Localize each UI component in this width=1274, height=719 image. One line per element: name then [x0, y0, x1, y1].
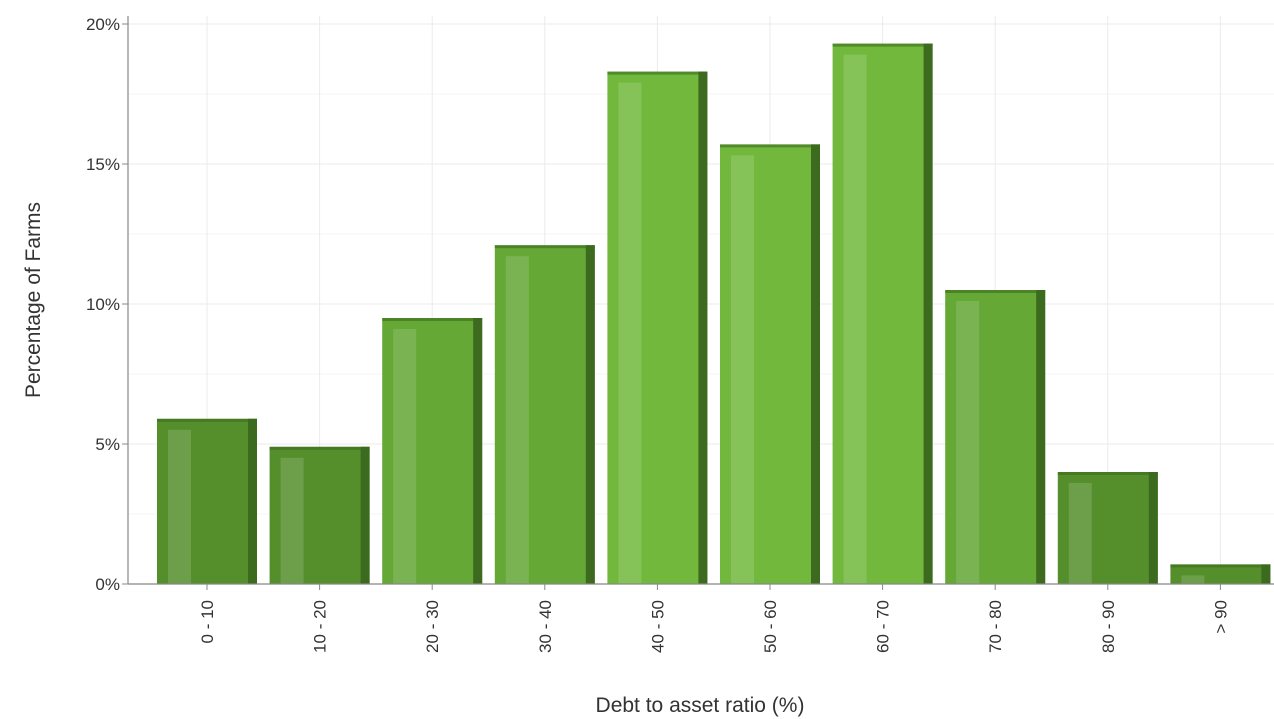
- bars: [157, 43, 1271, 585]
- y-tick-label: 15%: [86, 155, 120, 174]
- bar-highlight: [843, 54, 867, 585]
- bar-highlight: [1181, 575, 1205, 584]
- bar-body: [720, 144, 820, 584]
- x-tick-label: 50 - 60: [761, 600, 780, 653]
- bar-shadow-edge: [923, 43, 933, 585]
- x-tick-labels: 0 - 10 10 - 20 20 - 30 30 - 40 40 - 50 50 - 6…: [198, 584, 1230, 653]
- bar: [1057, 472, 1158, 584]
- x-tick-label: 20 - 30: [423, 600, 442, 653]
- bar-highlight: [731, 155, 754, 584]
- bar-body: [382, 318, 483, 584]
- bar-shadow-edge: [1148, 472, 1158, 584]
- bar-body: [1170, 564, 1271, 584]
- bar-body: [945, 290, 1046, 584]
- bar-highlight: [1068, 483, 1092, 584]
- bar-top-edge: [382, 318, 483, 321]
- bar-shadow-edge: [1036, 290, 1046, 584]
- bar-highlight: [956, 301, 980, 584]
- y-tick-label: 10%: [86, 295, 120, 314]
- axes: [127, 16, 1274, 585]
- y-tick-label: 0%: [95, 575, 120, 594]
- bar: [607, 71, 708, 585]
- bar-body: [157, 418, 257, 584]
- y-tick-labels: 0% 5% 10% 15% 20%: [86, 15, 128, 594]
- bar-shadow-edge: [360, 446, 370, 584]
- bar: [382, 318, 483, 584]
- y-tick-label: 20%: [86, 15, 120, 34]
- x-tick-label: 40 - 50: [648, 600, 667, 653]
- bar-top-edge: [269, 446, 370, 450]
- x-tick-label: 10 - 20: [311, 600, 330, 653]
- bar-highlight: [505, 256, 529, 584]
- bar-body: [494, 245, 595, 584]
- bar-body: [269, 446, 370, 584]
- bar: [157, 418, 257, 584]
- x-axis-title: Debt to asset ratio (%): [596, 694, 805, 717]
- x-tick-label: 0 - 10: [198, 600, 217, 643]
- bar-top-edge: [720, 144, 820, 148]
- bar: [832, 43, 933, 585]
- bar: [720, 144, 820, 584]
- x-tick-label: 80 - 90: [1099, 600, 1118, 653]
- bar-shadow-edge: [698, 71, 708, 585]
- bar-shadow-edge: [473, 318, 483, 584]
- bar-highlight: [393, 329, 417, 584]
- bar-body: [1057, 472, 1158, 584]
- bar-top-edge: [607, 71, 708, 75]
- bar-top-edge: [157, 418, 257, 422]
- bar-body: [607, 71, 708, 585]
- bar-highlight: [618, 82, 642, 584]
- x-tick-label: 60 - 70: [874, 600, 893, 653]
- bar-top-edge: [1057, 472, 1158, 475]
- bar-shadow-edge: [811, 144, 820, 584]
- bar: [269, 446, 370, 584]
- x-tick-label: 30 - 40: [536, 600, 555, 653]
- bar-top-edge: [832, 43, 933, 47]
- bar-top-edge: [1170, 564, 1271, 568]
- x-tick-label: 70 - 80: [986, 600, 1005, 653]
- y-axis-title: Percentage of Farms: [22, 202, 45, 398]
- bar-shadow-edge: [1261, 564, 1271, 584]
- bar-top-edge: [494, 245, 595, 249]
- bar-shadow-edge: [248, 418, 257, 584]
- bar-top-edge: [945, 290, 1046, 293]
- bar: [494, 245, 595, 584]
- y-tick-label: 5%: [95, 435, 120, 454]
- bar-highlight: [168, 429, 191, 584]
- x-tick-label: > 90: [1211, 600, 1230, 634]
- bar-body: [832, 43, 933, 585]
- bar-highlight: [280, 457, 304, 584]
- bar: [1170, 564, 1271, 584]
- bar-shadow-edge: [585, 245, 595, 584]
- bar: [945, 290, 1046, 584]
